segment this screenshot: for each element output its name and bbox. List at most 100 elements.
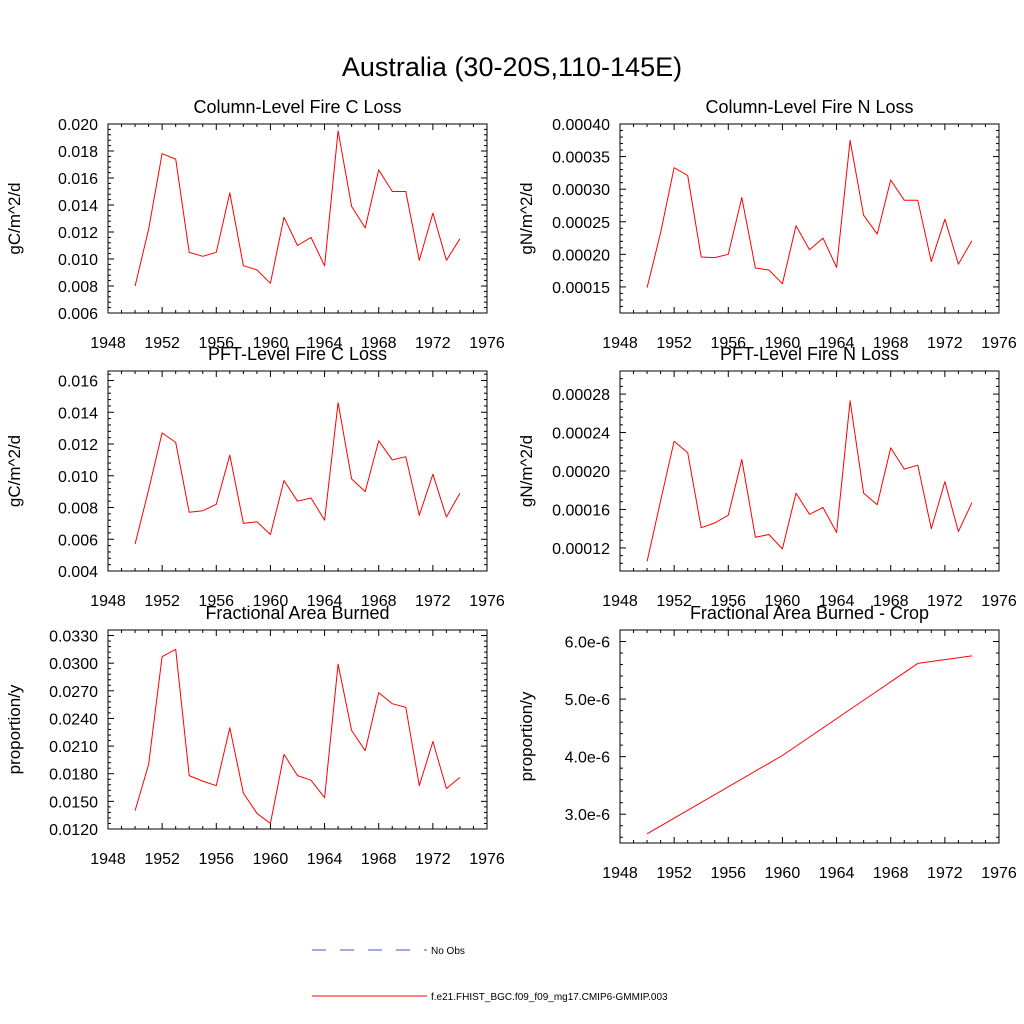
y-tick-label: 0.00025 [552, 215, 610, 232]
x-tick-label: 1964 [307, 851, 343, 868]
x-tick-label: 1976 [469, 335, 505, 352]
y-tick-label: 0.008 [58, 279, 98, 296]
legend: No Obs f.e21.FHIST_BGC.f09_f09_mg17.CMIP… [312, 946, 668, 1003]
x-tick-label: 1948 [602, 335, 638, 352]
x-tick-label: 1972 [927, 865, 963, 882]
panel-4: PFT-Level Fire N Loss gN/m^2/d 1948 1952 195… [517, 344, 1017, 610]
x-tick-label: 1948 [90, 851, 126, 868]
panel-title: PFT-Level Fire C Loss [208, 344, 387, 364]
x-tick-label: 1956 [198, 335, 234, 352]
y-tick-label: 0.006 [58, 532, 98, 549]
y-tick-label: 0.00024 [552, 426, 610, 443]
y-tick-label: 0.010 [58, 252, 98, 269]
x-tick-label: 1948 [90, 335, 126, 352]
y-tick-label: 0.00016 [552, 502, 610, 519]
x-tick-label: 1952 [144, 335, 180, 352]
panel-3: PFT-Level Fire C Loss gC/m^2/d 1948 1952 195… [5, 344, 505, 610]
y-tick-label: 0.014 [58, 198, 98, 215]
x-tick-label: 1972 [415, 593, 451, 610]
x-tick-label: 1956 [710, 593, 746, 610]
x-tick-label: 1976 [469, 593, 505, 610]
y-tick-label: 0.008 [58, 501, 98, 518]
y-axis-label: proportion/y [517, 691, 536, 781]
x-tick-label: 1956 [710, 335, 746, 352]
figure-title: Australia (30-20S,110-145E) [342, 52, 682, 82]
x-tick-label: 1948 [90, 593, 126, 610]
x-tick-label: 1968 [361, 593, 397, 610]
y-tick-label: 0.020 [58, 117, 98, 134]
y-tick-label: 0.004 [58, 564, 98, 581]
x-tick-label: 1952 [656, 335, 692, 352]
y-tick-label: 0.0180 [49, 767, 98, 784]
x-tick-label: 1964 [819, 593, 855, 610]
panel-5: Fractional Area Burned proportion/y 1948 19… [5, 603, 505, 868]
x-tick-label: 1948 [602, 865, 638, 882]
x-tick-label: 1964 [307, 593, 343, 610]
y-tick-label: 6.0e-6 [565, 635, 610, 652]
y-axis-label: gC/m^2/d [5, 182, 24, 254]
series-line [134, 402, 461, 545]
y-axis-label: gN/m^2/d [517, 435, 536, 507]
x-tick-label: 1960 [765, 865, 801, 882]
y-tick-label: 0.010 [58, 469, 98, 486]
y-tick-label: 0.00012 [552, 541, 610, 558]
panel-title: Column-Level Fire N Loss [705, 97, 913, 117]
y-tick-label: 0.00040 [552, 117, 610, 134]
x-tick-label: 1948 [602, 593, 638, 610]
y-tick-label: 0.0150 [49, 794, 98, 811]
x-tick-label: 1972 [415, 335, 451, 352]
panel-title: Column-Level Fire C Loss [193, 97, 401, 117]
x-tick-label: 1964 [819, 865, 855, 882]
y-tick-label: 0.0120 [49, 822, 98, 839]
y-tick-label: 5.0e-6 [565, 692, 610, 709]
y-axis-label: gN/m^2/d [517, 182, 536, 254]
y-tick-label: 0.00028 [552, 387, 610, 404]
x-tick-label: 1976 [981, 335, 1017, 352]
x-tick-label: 1952 [144, 851, 180, 868]
x-tick-label: 1968 [361, 335, 397, 352]
legend-model-label: f.e21.FHIST_BGC.f09_f09_mg17.CMIP6-GMMIP… [431, 992, 668, 1003]
x-tick-label: 1960 [253, 593, 289, 610]
panel-1: Column-Level Fire C Loss gC/m^2/d 1948 1952… [5, 97, 505, 352]
y-tick-label: 0.014 [58, 405, 98, 422]
y-tick-label: 0.00020 [552, 464, 610, 481]
panel-title: Fractional Area Burned - Crop [690, 603, 929, 623]
panels: Column-Level Fire C Loss gC/m^2/d 1948 1952… [5, 97, 1017, 882]
x-tick-label: 1960 [765, 335, 801, 352]
x-tick-label: 1976 [981, 865, 1017, 882]
panel-2: Column-Level Fire N Loss gN/m^2/d 1948 1952… [517, 97, 1017, 352]
x-tick-label: 1960 [253, 335, 289, 352]
y-axis-label: proportion/y [5, 684, 24, 774]
y-tick-label: 0.0270 [49, 684, 98, 701]
series-line [646, 139, 973, 288]
x-tick-label: 1964 [819, 335, 855, 352]
y-tick-label: 0.012 [58, 437, 98, 454]
series-line [134, 648, 461, 824]
x-tick-label: 1960 [253, 851, 289, 868]
y-tick-label: 0.012 [58, 225, 98, 242]
x-tick-label: 1968 [873, 865, 909, 882]
x-tick-label: 1968 [361, 851, 397, 868]
y-tick-label: 0.00030 [552, 182, 610, 199]
y-tick-label: 3.0e-6 [565, 807, 610, 824]
series-line [646, 655, 972, 835]
y-tick-label: 0.016 [58, 374, 98, 391]
x-tick-label: 1960 [765, 593, 801, 610]
series-line [646, 400, 973, 562]
x-tick-label: 1972 [927, 335, 963, 352]
y-tick-label: 0.0210 [49, 739, 98, 756]
x-tick-label: 1976 [469, 851, 505, 868]
y-tick-label: 0.0330 [49, 629, 98, 646]
y-tick-label: 0.00020 [552, 247, 610, 264]
y-tick-label: 0.00035 [552, 150, 610, 167]
x-tick-label: 1972 [415, 851, 451, 868]
x-tick-label: 1952 [144, 593, 180, 610]
panel-title: PFT-Level Fire N Loss [720, 344, 899, 364]
y-tick-label: 0.016 [58, 171, 98, 188]
legend-obs-label: No Obs [431, 946, 465, 957]
y-tick-label: 0.00015 [552, 280, 610, 297]
y-tick-label: 0.006 [58, 306, 98, 323]
y-axis-label: gC/m^2/d [5, 435, 24, 507]
x-tick-label: 1976 [981, 593, 1017, 610]
